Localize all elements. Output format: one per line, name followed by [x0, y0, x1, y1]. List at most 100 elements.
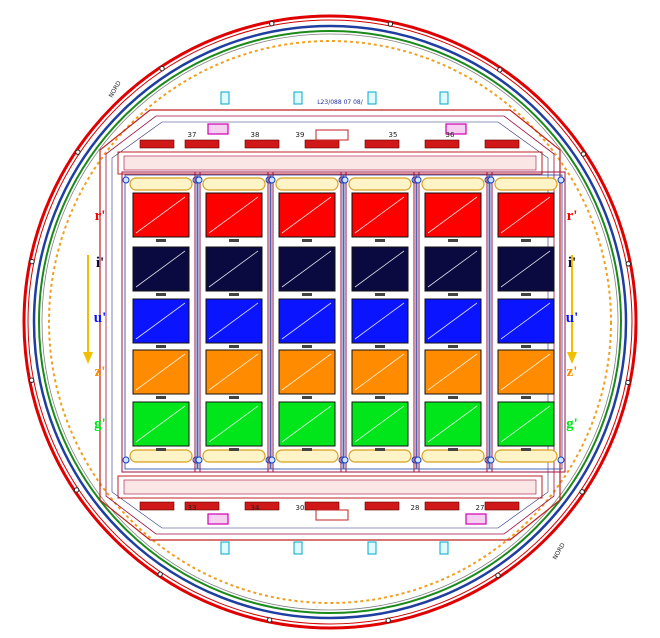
ccd-tag	[448, 345, 458, 348]
ccd-tag	[302, 293, 312, 296]
ccd-tag	[448, 396, 458, 399]
ccd-diagonal	[208, 302, 259, 340]
ccd-tag	[229, 448, 239, 451]
ccd-diagonal	[281, 405, 332, 443]
raft-cap-bottom	[129, 449, 193, 463]
ccd-diagonal	[135, 353, 186, 391]
ring-bolt	[580, 151, 587, 157]
clamp-top	[364, 139, 400, 149]
raft-screw	[122, 456, 130, 464]
ccd-tag	[375, 448, 385, 451]
filter-label-right: g'	[566, 416, 578, 432]
ccd-diagonal	[281, 302, 332, 340]
raft-cap-bottom	[421, 449, 485, 463]
clamp-top	[139, 139, 175, 149]
raft-cap-top	[348, 177, 412, 191]
raft-inner-frame	[124, 174, 198, 470]
fixture-bottom	[220, 541, 230, 555]
clamp-top-center	[315, 129, 349, 141]
top-label: 38	[251, 131, 260, 139]
clamp-bottom	[484, 501, 520, 511]
ccd-diagonal	[354, 405, 405, 443]
ccd-diagonal	[354, 196, 405, 234]
ccd-diagonal	[135, 250, 186, 288]
outer-rings	[22, 14, 638, 630]
ccd-diagonal	[500, 196, 551, 234]
ring-bolt	[159, 65, 165, 72]
ccd-tag	[156, 239, 166, 242]
ring-bolt	[29, 258, 35, 265]
raft-frame	[121, 171, 201, 473]
raft-columns	[121, 171, 566, 473]
bottom-label: 28	[411, 504, 420, 512]
raft-cap-bottom	[348, 449, 412, 463]
ring-bolt-markers	[28, 20, 632, 624]
ring-bolt	[73, 487, 80, 493]
ccd-diagonal	[135, 196, 186, 234]
clamp-bottom	[184, 501, 220, 511]
ccd-diagonal	[281, 353, 332, 391]
fixture-bottom	[367, 541, 377, 555]
raft-cap-top	[494, 177, 558, 191]
title-strip: L23/088 07 08/	[317, 99, 364, 106]
ccd-diagonal	[427, 353, 478, 391]
raft-screw	[195, 456, 203, 464]
ccd-tag	[302, 448, 312, 451]
bottom-label: 30	[296, 504, 305, 512]
ring-bolt	[75, 149, 81, 155]
ccd-diagonal	[427, 250, 478, 288]
raft-frame	[340, 171, 420, 473]
direction-arrow-head	[83, 352, 93, 364]
magenta-bracket	[207, 123, 229, 135]
top-label: 35	[389, 131, 398, 139]
side-stamp-left: NORD	[108, 80, 123, 99]
raft-inner-frame	[416, 174, 490, 470]
side-stamp-right: NORD	[552, 542, 567, 561]
ring-bolt	[625, 261, 632, 267]
ccd-tag	[448, 448, 458, 451]
ccd-tag	[521, 448, 531, 451]
raft-cap-bottom	[494, 449, 558, 463]
chassis-frame	[99, 109, 561, 541]
top-label: 39	[296, 131, 305, 139]
ccd-diagonal	[427, 196, 478, 234]
ccd-diagonal	[500, 302, 551, 340]
fixture-top	[220, 91, 230, 105]
raft-cap-top	[129, 177, 193, 191]
filter-label-right: i'	[568, 255, 576, 271]
ccd-tag	[229, 396, 239, 399]
ccd-diagonal	[208, 405, 259, 443]
ccd-diagonal	[500, 405, 551, 443]
bottom-label: 34	[251, 504, 260, 512]
raft-inner-frame	[270, 174, 344, 470]
raft-inner-frame	[197, 174, 271, 470]
direction-arrow-head	[567, 352, 577, 364]
ccd-tag	[521, 396, 531, 399]
ccd-tag	[229, 345, 239, 348]
clamp-bottom	[244, 501, 280, 511]
raft-frame	[194, 171, 274, 473]
raft-screw	[487, 456, 495, 464]
clamp-blocks	[139, 123, 520, 525]
top-numeric-labels: 37 38 39 35 36	[188, 131, 455, 139]
clamp-bottom	[364, 501, 400, 511]
bottom-label: 27	[476, 504, 485, 512]
clamp-bottom	[304, 501, 340, 511]
ccd-diagonal	[500, 250, 551, 288]
ccd-tag	[156, 448, 166, 451]
ring-bolt	[625, 379, 631, 386]
ccd-tag	[302, 239, 312, 242]
ccd-tag	[448, 293, 458, 296]
grey-ring	[41, 33, 619, 611]
ccd-diagonal	[208, 353, 259, 391]
direction-arrows	[83, 255, 577, 364]
raft-screw	[195, 176, 203, 184]
fixture-top	[293, 91, 303, 105]
ccd-diagonal	[427, 302, 478, 340]
top-label: 36	[446, 131, 455, 139]
ccd-diagonal	[354, 302, 405, 340]
ccd-filter	[278, 192, 336, 238]
ccd-diagonal	[427, 405, 478, 443]
filter-label-right: z'	[567, 364, 578, 380]
